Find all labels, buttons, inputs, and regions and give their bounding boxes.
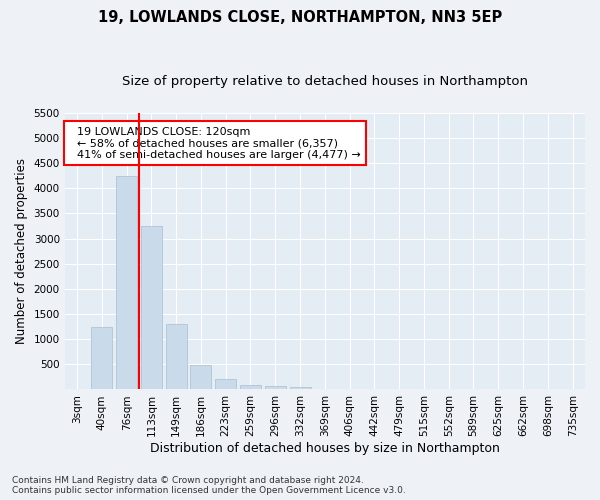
Text: Contains HM Land Registry data © Crown copyright and database right 2024.
Contai: Contains HM Land Registry data © Crown c… (12, 476, 406, 495)
Bar (116, 176, 137, 390)
Title: Size of property relative to detached houses in Northampton: Size of property relative to detached ho… (122, 75, 528, 88)
Bar (141, 226, 162, 390)
Y-axis label: Number of detached properties: Number of detached properties (15, 158, 28, 344)
Bar (166, 324, 187, 390)
Bar (265, 386, 286, 390)
Bar (91, 326, 112, 390)
Bar (190, 366, 211, 390)
Text: 19 LOWLANDS CLOSE: 120sqm
  ← 58% of detached houses are smaller (6,357)
  41% o: 19 LOWLANDS CLOSE: 120sqm ← 58% of detac… (70, 126, 361, 160)
Bar (215, 380, 236, 390)
X-axis label: Distribution of detached houses by size in Northampton: Distribution of detached houses by size … (150, 442, 500, 455)
Bar (290, 387, 311, 390)
Bar (240, 385, 261, 390)
Text: 19, LOWLANDS CLOSE, NORTHAMPTON, NN3 5EP: 19, LOWLANDS CLOSE, NORTHAMPTON, NN3 5EP (98, 10, 502, 25)
